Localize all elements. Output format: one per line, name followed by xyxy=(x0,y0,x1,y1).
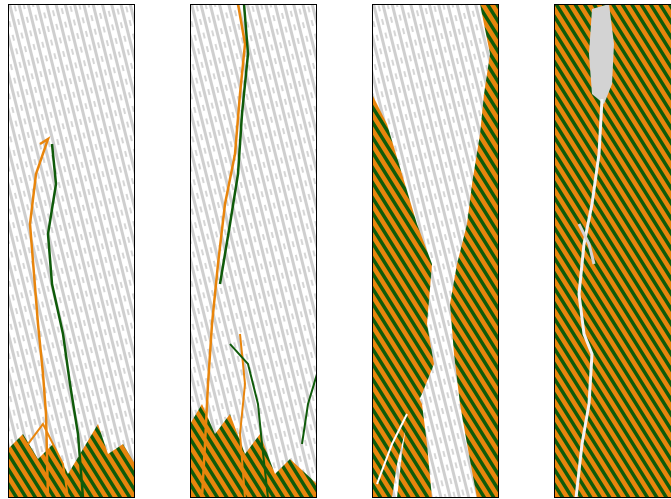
panel xyxy=(190,4,317,498)
panel xyxy=(554,4,671,498)
panel xyxy=(372,4,499,498)
panel-background xyxy=(8,4,135,498)
figure xyxy=(0,0,671,499)
page xyxy=(0,0,671,499)
panel-background xyxy=(554,4,671,498)
panel xyxy=(8,4,135,498)
